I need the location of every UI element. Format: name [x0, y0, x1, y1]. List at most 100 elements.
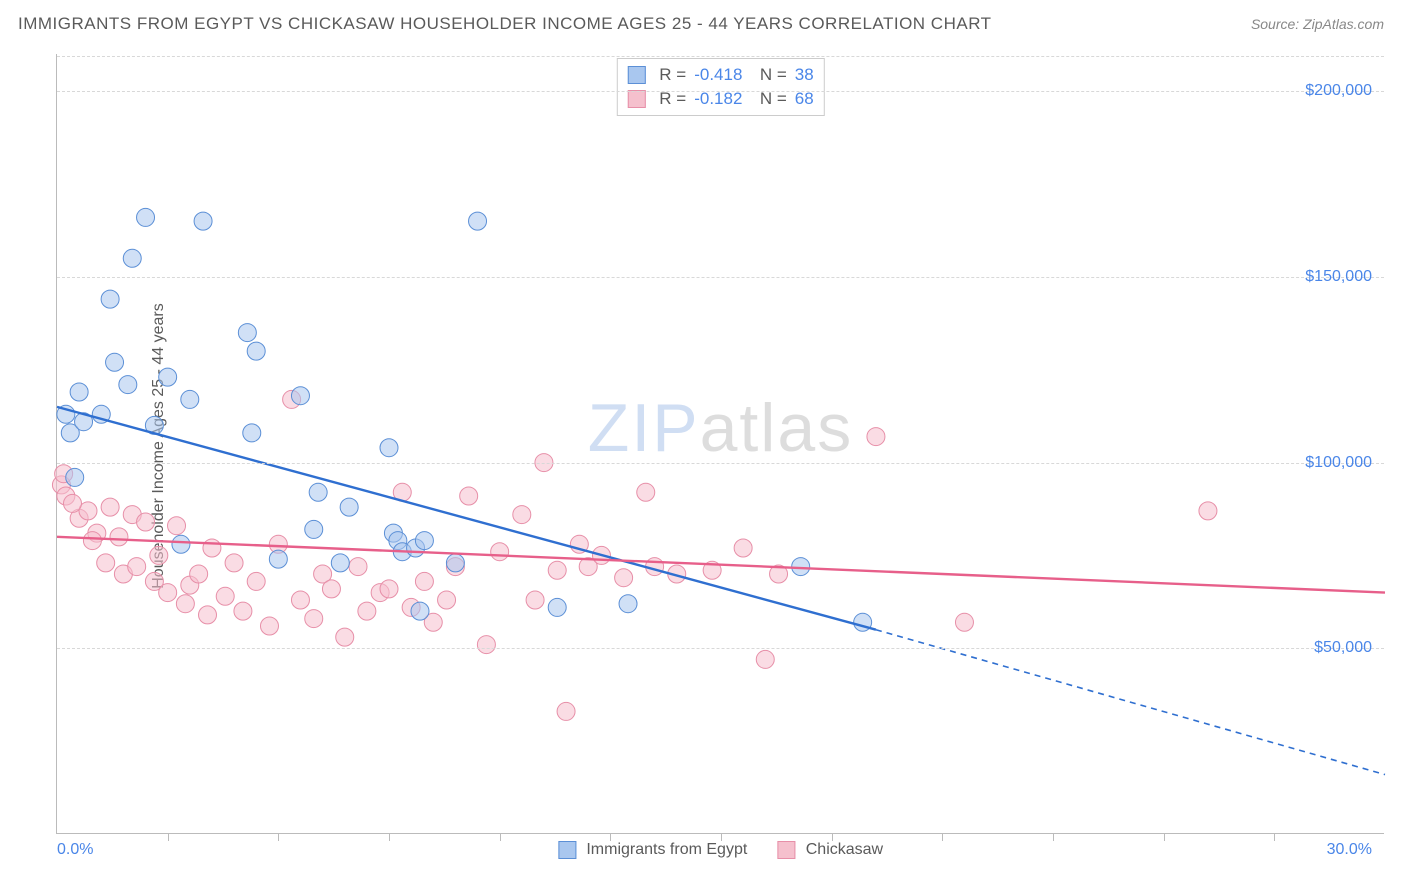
- data-point: [199, 606, 217, 624]
- data-point: [159, 584, 177, 602]
- data-point: [619, 595, 637, 613]
- data-point: [110, 528, 128, 546]
- gridline: [57, 648, 1384, 649]
- data-point: [70, 383, 88, 401]
- data-point: [513, 506, 531, 524]
- data-point: [66, 468, 84, 486]
- data-point: [176, 595, 194, 613]
- data-point: [557, 702, 575, 720]
- plot-area: ZIPatlas R = -0.418 N = 38 R = -0.182 N …: [56, 54, 1384, 834]
- y-tick-label: $50,000: [1314, 639, 1372, 657]
- data-point: [415, 572, 433, 590]
- data-point: [269, 550, 287, 568]
- data-point: [548, 598, 566, 616]
- data-point: [260, 617, 278, 635]
- data-point: [238, 324, 256, 342]
- x-tick: [610, 833, 611, 841]
- data-point: [97, 554, 115, 572]
- data-point: [309, 483, 327, 501]
- data-point: [137, 513, 155, 531]
- data-point: [63, 494, 81, 512]
- legend-n-label: N =: [750, 65, 786, 85]
- swatch-bottom-2: [777, 841, 795, 859]
- data-point: [637, 483, 655, 501]
- source-attribution: Source: ZipAtlas.com: [1251, 16, 1384, 32]
- data-point: [305, 520, 323, 538]
- data-point: [411, 602, 429, 620]
- data-point: [340, 498, 358, 516]
- data-point: [168, 517, 186, 535]
- gridline: [57, 277, 1384, 278]
- scatter-layer: [57, 54, 1384, 833]
- gridline: [57, 91, 1384, 92]
- legend-row-series1: R = -0.418 N = 38: [627, 63, 813, 87]
- legend-label-1: Immigrants from Egypt: [586, 841, 747, 858]
- data-point: [150, 546, 168, 564]
- data-point: [119, 376, 137, 394]
- x-tick: [1274, 833, 1275, 841]
- data-point: [446, 554, 464, 572]
- data-point: [225, 554, 243, 572]
- legend-item-2: Chickasaw: [777, 841, 883, 859]
- x-tick: [278, 833, 279, 841]
- data-point: [380, 580, 398, 598]
- data-point: [305, 610, 323, 628]
- gridline: [57, 56, 1384, 57]
- data-point: [469, 212, 487, 230]
- gridline: [57, 463, 1384, 464]
- data-point: [190, 565, 208, 583]
- legend-r-label: R =: [659, 65, 686, 85]
- x-tick: [389, 833, 390, 841]
- y-tick-label: $200,000: [1305, 82, 1372, 100]
- data-point: [358, 602, 376, 620]
- data-point: [234, 602, 252, 620]
- trend-line-extrapolated: [876, 630, 1385, 775]
- x-tick: [168, 833, 169, 841]
- data-point: [181, 390, 199, 408]
- data-point: [101, 290, 119, 308]
- legend-item-1: Immigrants from Egypt: [558, 841, 747, 859]
- series-legend: Immigrants from Egypt Chickasaw: [558, 841, 883, 859]
- data-point: [194, 212, 212, 230]
- data-point: [615, 569, 633, 587]
- x-tick: [942, 833, 943, 841]
- legend-label-2: Chickasaw: [806, 841, 883, 858]
- swatch-bottom-1: [558, 841, 576, 859]
- data-point: [548, 561, 566, 579]
- data-point: [291, 591, 309, 609]
- data-point: [336, 628, 354, 646]
- x-tick: [721, 833, 722, 841]
- x-axis-max-label: 30.0%: [1327, 841, 1372, 859]
- data-point: [106, 353, 124, 371]
- data-point: [128, 558, 146, 576]
- data-point: [243, 424, 261, 442]
- correlation-legend: R = -0.418 N = 38 R = -0.182 N = 68: [616, 58, 824, 116]
- x-tick: [1053, 833, 1054, 841]
- swatch-series2: [627, 90, 645, 108]
- x-tick: [832, 833, 833, 841]
- data-point: [101, 498, 119, 516]
- swatch-series1: [627, 66, 645, 84]
- data-point: [83, 532, 101, 550]
- chart-title: IMMIGRANTS FROM EGYPT VS CHICKASAW HOUSE…: [18, 14, 992, 34]
- data-point: [203, 539, 221, 557]
- data-point: [1199, 502, 1217, 520]
- data-point: [491, 543, 509, 561]
- legend-n-value-1: 38: [795, 65, 814, 85]
- data-point: [159, 368, 177, 386]
- data-point: [460, 487, 478, 505]
- x-axis-min-label: 0.0%: [57, 841, 93, 859]
- data-point: [322, 580, 340, 598]
- data-point: [756, 650, 774, 668]
- data-point: [734, 539, 752, 557]
- data-point: [955, 613, 973, 631]
- data-point: [123, 249, 141, 267]
- data-point: [792, 558, 810, 576]
- data-point: [247, 572, 265, 590]
- data-point: [867, 428, 885, 446]
- data-point: [380, 439, 398, 457]
- y-tick-label: $100,000: [1305, 454, 1372, 472]
- data-point: [172, 535, 190, 553]
- data-point: [216, 587, 234, 605]
- data-point: [415, 532, 433, 550]
